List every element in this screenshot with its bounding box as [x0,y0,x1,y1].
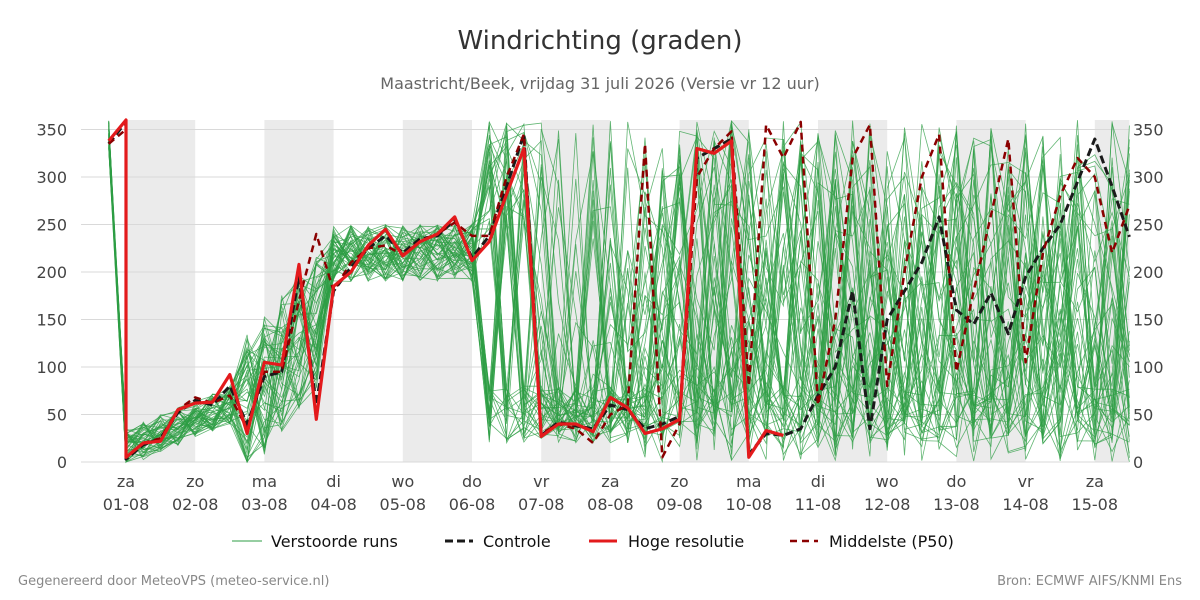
perturbed-run-34 [108,121,1130,451]
perturbed-run-9 [108,129,1130,454]
y-axis-right: 0 50 100 150 200 250 300 350 [1133,121,1164,473]
perturbed-run-16 [108,130,1130,460]
perturbed-run-25 [108,134,1130,443]
y-tick-left-100: 100 [36,358,67,377]
perturbed-run-36 [108,121,1130,452]
y-tick-left-200: 200 [36,263,67,282]
y-tick-right-50: 50 [1133,406,1153,425]
x-tick-date-1: 02-08 [172,495,219,514]
x-tick-date-8: 09-08 [656,495,703,514]
x-tick-day-1: zo [186,472,204,491]
x-tick-day-14: za [1086,472,1104,491]
y-tick-right-100: 100 [1133,358,1164,377]
perturbed-run-47 [108,122,1130,454]
y-tick-left-150: 150 [36,311,67,330]
footer-generated-by: Gegenereerd door MeteoVPS (meteo-service… [18,574,329,589]
x-tick-day-3: di [326,472,341,491]
y-tick-right-350: 350 [1133,121,1164,140]
x-tick-date-7: 08-08 [587,495,634,514]
series-line-middelste-p50- [107,120,1131,459]
x-tick-day-10: di [811,472,826,491]
x-tick-day-0: za [117,472,135,491]
y-tick-right-250: 250 [1133,216,1164,235]
x-tick-date-2: 03-08 [241,495,288,514]
perturbed-run-0 [108,129,1130,462]
x-tick-day-8: zo [671,472,689,491]
shaded-band-2 [402,120,472,462]
x-axis: za 01-08 zo 02-08 ma 03-08 di 04-08 wo 05-08 do 06-… [103,472,1118,514]
x-tick-date-10: 11-08 [795,495,842,514]
x-tick-day-6: vr [533,472,549,491]
legend-perturbed: Verstoorde runs [271,532,398,551]
y-tick-left-250: 250 [36,216,67,235]
legend-hires: Hoge resolutie [628,532,744,551]
legend: Verstoorde runs Controle Hoge resolutie … [232,532,954,551]
y-tick-left-0: 0 [57,453,67,472]
x-tick-date-13: 14-08 [1002,495,1049,514]
y-tick-left-350: 350 [36,121,67,140]
x-tick-day-12: do [946,472,966,491]
series-line-hoge-resolutie [107,118,784,459]
legend-control: Controle [483,532,551,551]
y-tick-right-300: 300 [1133,168,1164,187]
legend-median: Middelste (P50) [829,532,954,551]
x-tick-day-5: do [462,472,482,491]
x-tick-date-11: 12-08 [864,495,911,514]
y-tick-right-200: 200 [1133,263,1164,282]
y-axis-left: 0 50 100 150 200 250 300 350 [36,121,67,473]
x-tick-date-6: 07-08 [518,495,565,514]
x-tick-date-3: 04-08 [310,495,357,514]
perturbed-run-23 [108,123,1130,463]
perturbed-run-48 [108,132,1130,461]
x-tick-day-2: ma [252,472,277,491]
footer-source: Bron: ECMWF AIFS/KNMI Ens [997,574,1182,589]
x-tick-date-12: 13-08 [933,495,980,514]
y-tick-left-300: 300 [36,168,67,187]
series-lines [107,118,1131,461]
series-line-controle [107,120,1131,461]
x-tick-day-9: ma [736,472,761,491]
perturbed-run-42 [108,124,1130,445]
perturbed-run-15 [108,148,1130,463]
x-tick-day-11: wo [876,472,899,491]
x-tick-date-9: 10-08 [726,495,773,514]
x-tick-day-13: vr [1018,472,1034,491]
perturbed-run-49 [108,127,1130,451]
y-tick-right-0: 0 [1133,453,1143,472]
x-tick-date-5: 06-08 [449,495,496,514]
x-tick-date-0: 01-08 [103,495,150,514]
y-tick-right-150: 150 [1133,311,1164,330]
perturbed-run-45 [108,132,1130,463]
x-tick-day-7: za [601,472,619,491]
y-tick-left-50: 50 [47,406,67,425]
perturbed-runs [108,119,1130,464]
x-tick-date-14: 15-08 [1072,495,1119,514]
x-tick-date-4: 05-08 [380,495,427,514]
chart-title: Windrichting (graden) [457,26,742,56]
chart-subtitle: Maastricht/Beek, vrijdag 31 juli 2026 (V… [380,74,819,93]
x-tick-day-4: wo [391,472,414,491]
perturbed-run-46 [108,123,1130,461]
